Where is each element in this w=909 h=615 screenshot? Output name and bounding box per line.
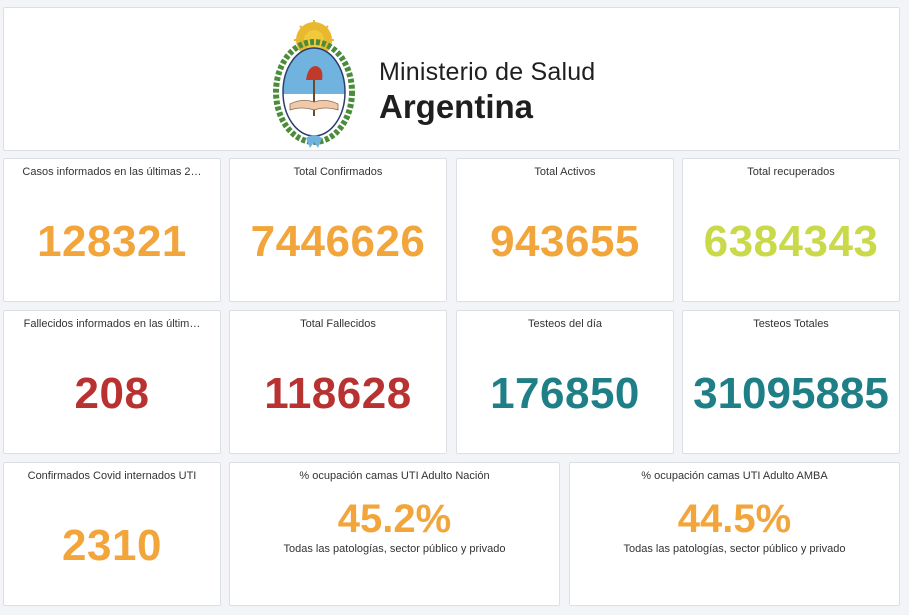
card-title: Total recuperados: [747, 166, 835, 178]
card-icu-occupancy-nation: % ocupación camas UTI Adulto Nación 45.2…: [229, 462, 560, 606]
card-icu-covid-confirmed: Confirmados Covid internados UTI 2310: [3, 462, 221, 606]
card-value: 31095885: [693, 369, 889, 418]
argentina-coat-of-arms-icon: [273, 20, 355, 148]
card-title: % ocupación camas UTI Adulto AMBA: [641, 470, 828, 482]
card-total-deaths: Total Fallecidos 118628: [229, 310, 447, 454]
card-total-active: Total Activos 943655: [456, 158, 674, 302]
card-value: 44.5%: [677, 497, 792, 541]
brand-country-label: Argentina: [379, 88, 534, 125]
card-cases-last-24h: Casos informados en las últimas 2… 12832…: [3, 158, 221, 302]
card-title: % ocupación camas UTI Adulto Nación: [299, 470, 490, 482]
card-value: 176850: [490, 369, 640, 418]
card-value: 943655: [490, 217, 640, 266]
card-tests-today: Testeos del día 176850: [456, 310, 674, 454]
card-title: Testeos Totales: [753, 318, 829, 330]
brand-name: Ministerio de Salud Argentina: [379, 58, 595, 126]
card-deaths-last-24h: Fallecidos informados en las últim… 208: [3, 310, 221, 454]
card-title: Fallecidos informados en las últim…: [23, 318, 201, 330]
brand-ministry-label: Ministerio de Salud: [379, 58, 596, 86]
card-title: Total Confirmados: [293, 166, 383, 178]
card-value: 45.2%: [337, 497, 452, 541]
header-banner: Ministerio de Salud Argentina: [3, 7, 900, 151]
card-title: Confirmados Covid internados UTI: [27, 470, 197, 482]
card-total-confirmed: Total Confirmados 7446626: [229, 158, 447, 302]
card-value: 118628: [264, 369, 412, 418]
card-value: 7446626: [250, 217, 426, 266]
card-title: Total Fallecidos: [300, 318, 376, 330]
card-value: 2310: [62, 521, 162, 570]
card-subtitle: Todas las patologías, sector público y p…: [283, 543, 506, 555]
card-title: Testeos del día: [528, 318, 602, 330]
card-icu-occupancy-amba: % ocupación camas UTI Adulto AMBA 44.5% …: [569, 462, 900, 606]
card-value: 208: [74, 369, 150, 418]
card-title: Casos informados en las últimas 2…: [22, 166, 202, 178]
card-title: Total Activos: [534, 166, 596, 178]
card-subtitle: Todas las patologías, sector público y p…: [623, 543, 846, 555]
card-total-tests: Testeos Totales 31095885: [682, 310, 900, 454]
card-total-recovered: Total recuperados 6384343: [682, 158, 900, 302]
card-value: 128321: [37, 217, 187, 266]
card-value: 6384343: [703, 217, 879, 266]
